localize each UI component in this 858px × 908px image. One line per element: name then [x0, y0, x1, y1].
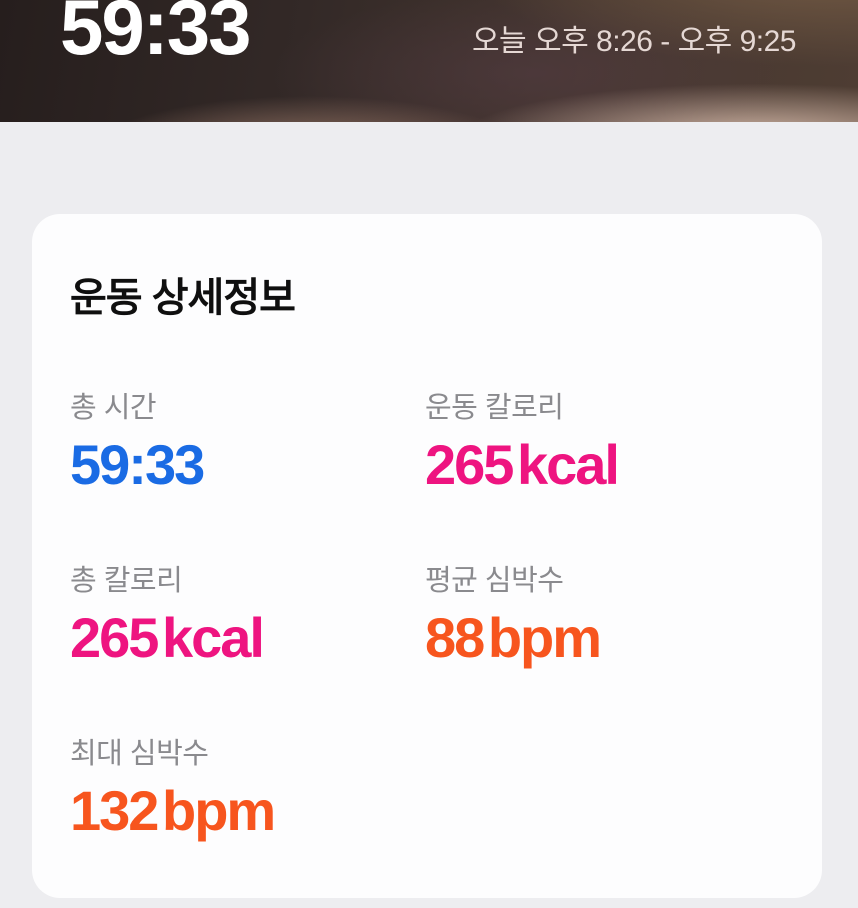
stat-total-time: 총 시간 59:33: [70, 394, 425, 493]
stats-grid: 총 시간 59:33 운동 칼로리 265 kcal 총 칼로리 265 kca…: [70, 394, 784, 839]
card-title: 운동 상세정보: [70, 276, 296, 320]
stat-label: 총 칼로리: [70, 565, 183, 597]
stat-label: 운동 칼로리: [425, 392, 564, 424]
stat-label: 최대 심박수: [70, 738, 209, 770]
workout-duration: 59:33: [60, 0, 251, 71]
stat-max-heart-rate: 최대 심박수 132 bpm: [70, 740, 425, 839]
stat-total-calories: 총 칼로리 265 kcal: [70, 567, 425, 666]
stat-label: 평균 심박수: [425, 565, 564, 597]
stat-value: 265 kcal: [70, 606, 265, 669]
stat-value: 88 bpm: [425, 606, 602, 669]
stat-avg-heart-rate: 평균 심박수 88 bpm: [425, 567, 784, 666]
page-background: 운동 상세정보 총 시간 59:33 운동 칼로리 265 kcal 총 칼로리…: [0, 122, 858, 908]
workout-details-card: 운동 상세정보 총 시간 59:33 운동 칼로리 265 kcal 총 칼로리…: [32, 214, 822, 898]
workout-header-photo: 59:33 오늘 오후 8:26 - 오후 9:25: [0, 0, 858, 122]
stat-active-calories: 운동 칼로리 265 kcal: [425, 394, 784, 493]
stat-value: 59:33: [70, 433, 205, 496]
stat-value: 132 bpm: [70, 779, 276, 842]
stat-label: 총 시간: [70, 392, 157, 424]
stat-value: 265 kcal: [425, 433, 620, 496]
workout-session-time: 오늘 오후 8:26 - 오후 9:25: [471, 25, 797, 58]
